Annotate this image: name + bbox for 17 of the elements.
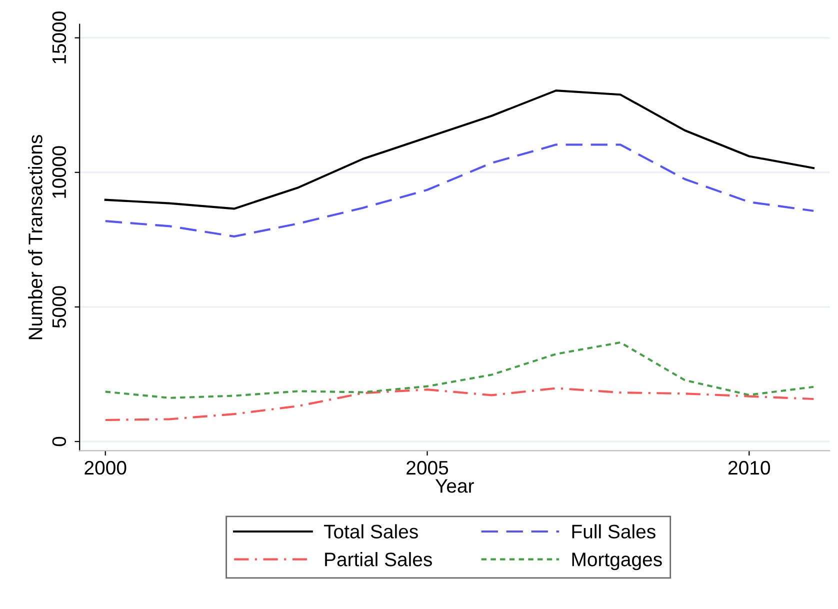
legend-label: Mortgages [572, 552, 662, 570]
y-tick-label: 5000 [52, 286, 66, 328]
y-axis-title: Number of Transactions [28, 134, 42, 340]
line-series [104, 387, 815, 422]
x-tick-label: 2010 [728, 460, 770, 475]
legend-label: Total Sales [324, 524, 418, 538]
x-axis-title: Year [435, 479, 474, 493]
legend-label: Partial Sales [325, 552, 432, 566]
y-tick-label: 0 [52, 436, 66, 446]
x-tick-label: 2000 [84, 460, 126, 475]
x-tick-label: 2005 [406, 460, 448, 475]
line-series [104, 144, 815, 238]
y-tick-label: 15000 [52, 12, 66, 64]
legend-label: Full Sales [572, 524, 656, 538]
line-series [104, 90, 815, 210]
line-series [104, 341, 815, 399]
y-tick-label: 10000 [52, 146, 66, 198]
